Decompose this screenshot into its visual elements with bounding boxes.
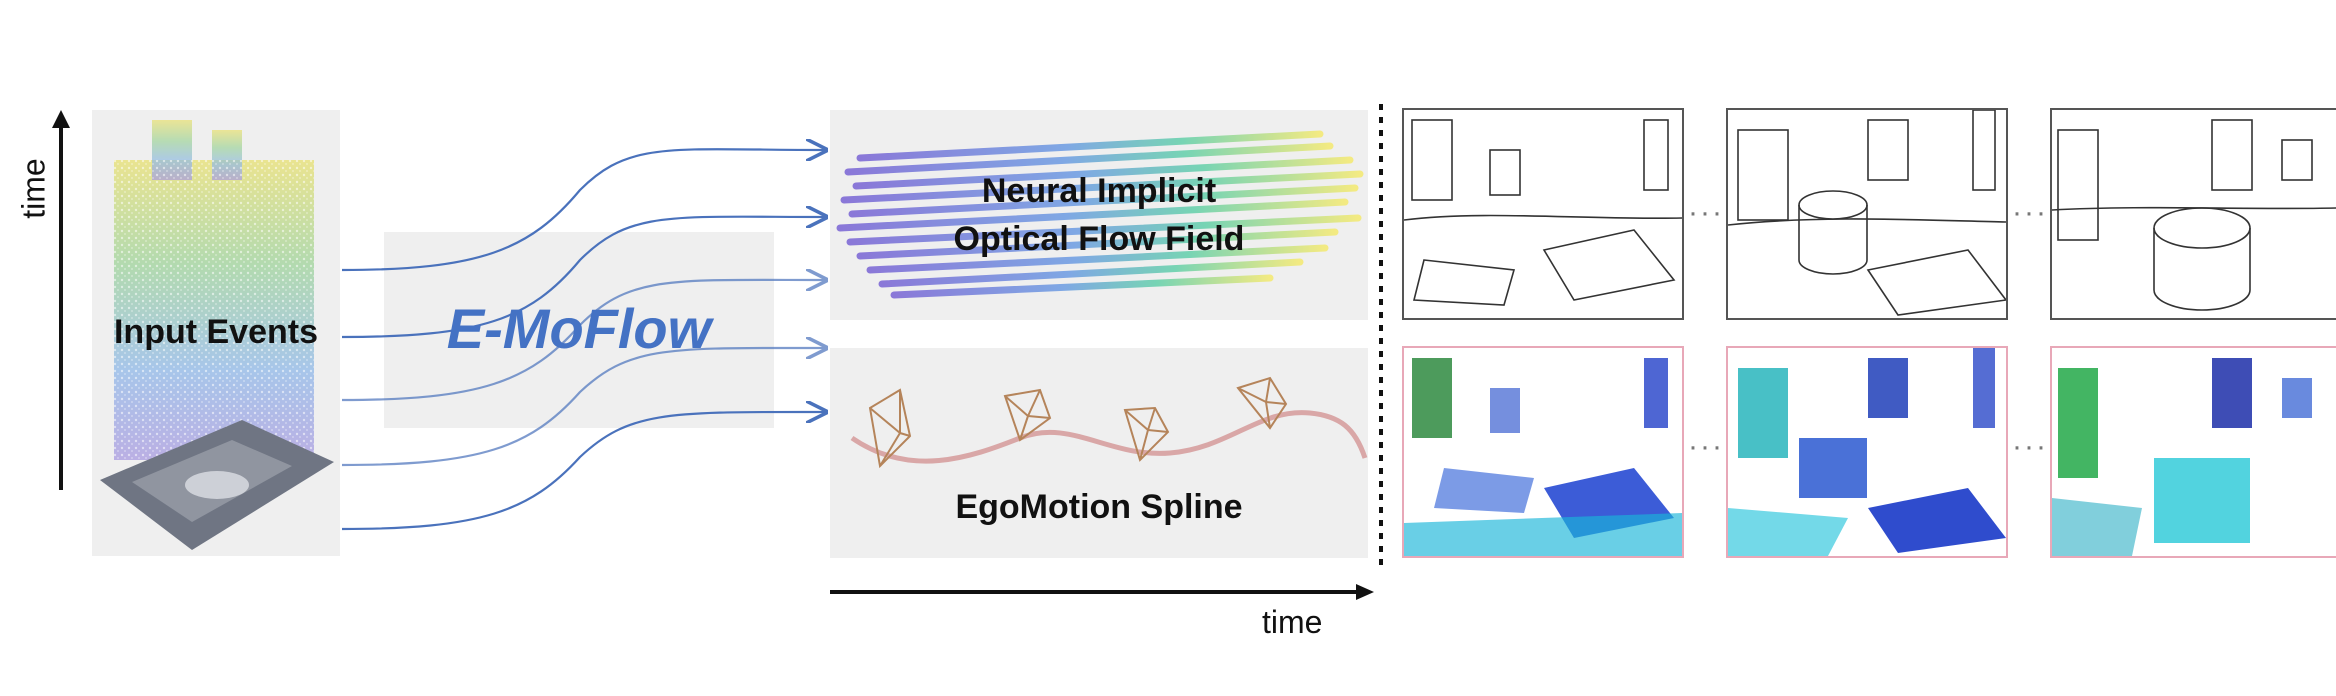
dotted-divider [1379,104,1383,572]
arrow-4 [341,348,826,467]
horizontal-time-axis [830,584,1374,600]
flow-frame-2 [1726,346,2008,558]
arrow-1 [341,149,826,272]
flow-field-label-line2: Optical Flow Field [953,220,1245,258]
flow-frame-3 [2050,346,2336,558]
gray-frame-1 [1402,108,1684,320]
spline-diagram [850,376,1368,469]
arrow-5 [341,412,826,531]
flow-field-panel [830,110,1368,320]
egomotion-label: EgoMotion Spline [955,488,1243,526]
gray-frame-3 [2050,108,2336,320]
ellipsis-gray-1: ··· [1688,196,1724,229]
egomotion-panel [830,348,1368,558]
spline-curve [850,410,1368,464]
ellipsis-flow-2: ··· [2012,430,2048,463]
arrow-3 [341,280,826,402]
event-cloud-icon [100,120,334,550]
vertical-time-label: time [15,158,52,219]
connector-arrows [341,130,840,531]
ellipsis-flow-1: ··· [1688,430,1724,463]
gray-frame-2 [1726,108,2008,320]
input-events-label: Input Events [113,313,319,351]
input-events-panel [92,110,340,556]
flow-streaks-icon [836,130,1364,299]
horizontal-time-label: time [1262,604,1323,640]
flow-frame-1 [1402,346,1684,558]
vertical-time-axis [52,110,70,490]
arrow-2 [341,217,826,339]
flow-field-label-line1: Neural Implicit [981,172,1217,210]
camera-frustum-icon [868,376,1288,469]
method-name: E-MoFlow [446,297,712,360]
ellipsis-gray-2: ··· [2012,196,2048,229]
